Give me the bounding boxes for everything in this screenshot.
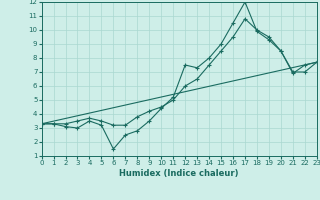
X-axis label: Humidex (Indice chaleur): Humidex (Indice chaleur) — [119, 169, 239, 178]
